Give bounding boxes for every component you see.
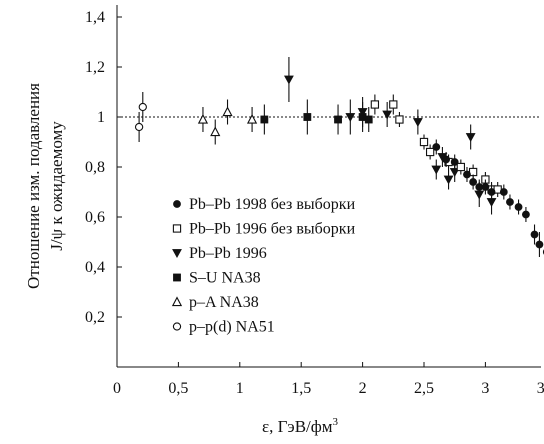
data-point-open-square <box>419 137 429 147</box>
data-point-filled-triangle-down <box>431 165 442 175</box>
data-point-open-square <box>389 100 398 109</box>
y-tick-label: 0,6 <box>85 209 105 226</box>
data-point-filled-circle <box>432 143 441 151</box>
data-point-filled-circle <box>530 230 539 239</box>
legend-marker-open-circle <box>172 322 182 331</box>
legend-label: Pb–Pb 1996 без выборки <box>189 221 356 238</box>
x-tick-label: 2,5 <box>414 380 434 397</box>
data-point-filled-triangle-down <box>465 133 476 143</box>
legend-label: Pb–Pb 1996 <box>189 245 267 262</box>
x-tick-label: 0 <box>113 380 121 397</box>
x-tick-label: 2 <box>359 380 367 397</box>
data-point-filled-square <box>303 113 312 121</box>
y-tick-label: 0,2 <box>85 309 105 326</box>
data-point-filled-circle <box>450 158 459 166</box>
legend-label: Pb–Pb 1998 без выборки <box>189 196 356 213</box>
legend-marker-filled-circle <box>173 200 181 208</box>
x-tick-label: 0,5 <box>168 380 188 397</box>
x-tick-label: 1 <box>236 380 244 397</box>
data-points <box>134 57 544 257</box>
x-tick-label: 3,5 <box>537 380 544 397</box>
x-ticks: 0 0,5 1 1,5 2 2,5 3 3,5 <box>113 362 544 397</box>
data-point-filled-circle <box>481 183 490 191</box>
y-axis-label-line2: J/ψ к ожидаемому <box>47 121 66 251</box>
data-point-filled-circle <box>499 188 508 196</box>
legend-label: S–U NA38 <box>189 270 261 287</box>
data-point-filled-triangle-down <box>284 75 294 85</box>
x-tick-label: 1,5 <box>291 380 311 397</box>
legend-label: p–p(d) NA51 <box>189 319 275 336</box>
data-point-filled-triangle-down <box>443 175 454 185</box>
legend-label: p–A NA38 <box>189 294 259 311</box>
data-point-open-square <box>456 162 465 172</box>
data-point-filled-circle <box>487 188 496 196</box>
data-point-filled-square <box>334 115 342 124</box>
data-point-filled-triangle-down <box>357 108 368 118</box>
y-tick-label: 1,2 <box>85 59 105 76</box>
data-point-filled-circle <box>506 198 514 206</box>
data-point-filled-triangle-down <box>412 118 423 128</box>
data-point-open-circle <box>134 122 144 132</box>
y-ticks: 0,2 0,4 0,6 0,8 1 1,2 1,4 <box>85 9 122 326</box>
data-point-filled-square <box>260 115 269 124</box>
data-point-filled-circle <box>535 240 544 249</box>
y-axis-label: Отношение изм. подавления J/ψ к ожидаемо… <box>24 83 66 289</box>
data-point-filled-circle <box>463 170 471 179</box>
data-point-filled-circle <box>442 155 451 164</box>
y-axis-label-line1: Отношение изм. подавления <box>24 83 43 289</box>
data-point-open-square <box>425 147 435 157</box>
data-point-open-triangle-up <box>222 106 233 117</box>
data-point-open-triangle-up <box>210 126 221 137</box>
y-tick-label: 0,8 <box>85 159 105 176</box>
legend-marker-open-square <box>172 224 182 233</box>
data-point-filled-triangle-down <box>486 198 497 208</box>
legend-marker-filled-square <box>173 273 181 282</box>
x-tick-label: 3 <box>481 380 489 397</box>
data-point-filled-circle <box>522 210 530 219</box>
y-tick-label: 1 <box>97 109 105 126</box>
data-point-filled-square <box>364 115 373 124</box>
legend-marker-filled-triangle-down <box>172 249 182 259</box>
data-point-open-triangle-up <box>197 113 209 124</box>
data-point-open-triangle-up <box>246 113 258 124</box>
y-tick-label: 1,4 <box>85 9 105 26</box>
data-point-filled-triangle-down <box>382 110 393 120</box>
data-point-filled-triangle-down <box>345 113 356 123</box>
x-axis-label-superscript: 3 <box>333 416 339 428</box>
y-tick-label: 0,4 <box>85 259 105 276</box>
legend-marker-open-triangle-up <box>171 296 183 307</box>
data-point-filled-circle <box>514 203 523 211</box>
data-point-open-square <box>395 115 404 124</box>
data-point-open-circle <box>138 102 147 112</box>
plot-frame <box>116 5 541 368</box>
x-axis-label: ε, ГэВ/фм3 <box>262 416 339 436</box>
legend: Pb–Pb 1998 без выборки Pb–Pb 1996 без выб… <box>171 196 356 336</box>
data-point-open-square <box>370 100 380 109</box>
data-point-filled-circle <box>469 178 478 186</box>
